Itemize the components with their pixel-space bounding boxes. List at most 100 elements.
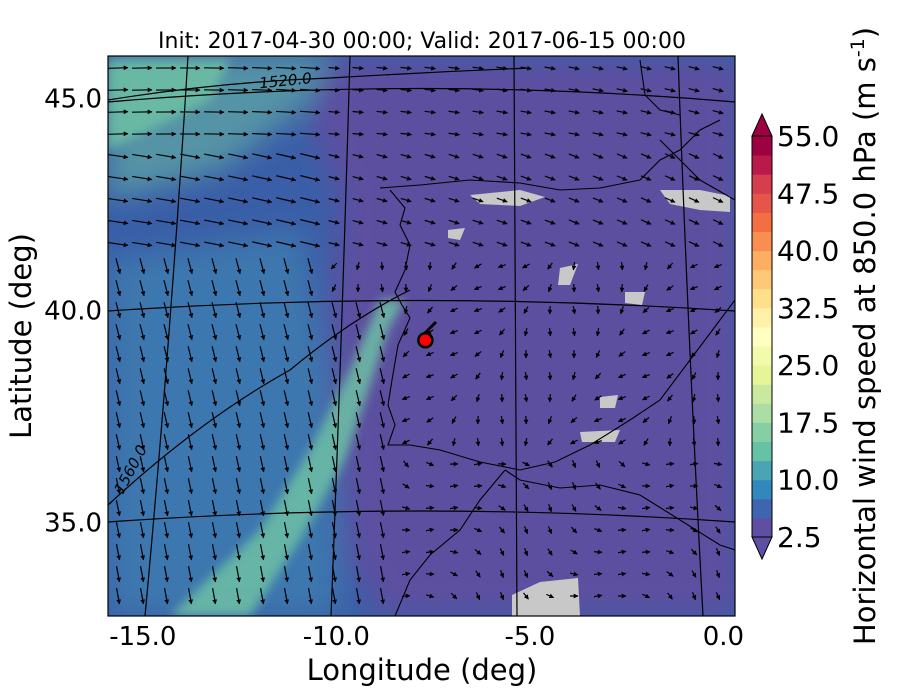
wind-vector-arrow <box>425 373 434 379</box>
colorbar-tick-label: 25.0 <box>777 349 839 382</box>
wind-vector-arrow <box>163 566 170 583</box>
colorbar-segment <box>752 155 772 175</box>
wind-vector-arrow <box>227 65 249 71</box>
colorbar-tick-label: 47.5 <box>777 177 839 210</box>
wind-vector-arrow <box>379 478 386 495</box>
wind-vector-arrow <box>544 109 556 115</box>
wind-vector-arrow <box>115 346 122 363</box>
africa-coastline <box>394 469 735 616</box>
wind-vector-arrow <box>472 197 484 203</box>
wind-vector-arrow <box>715 592 721 601</box>
wind-vector-arrow <box>328 65 340 71</box>
wind-vector-arrow <box>451 262 457 270</box>
wind-vector-arrow <box>472 153 484 159</box>
wind-vector-arrow <box>227 131 249 137</box>
wind-vector-arrow <box>473 285 482 291</box>
wind-vector-arrow <box>689 285 698 291</box>
wind-vector-arrow <box>376 131 388 137</box>
wind-vector-arrow <box>715 328 721 336</box>
wind-vector-arrow <box>259 280 266 297</box>
wind-vector-arrow <box>665 329 674 335</box>
wind-vector-arrow <box>180 197 201 204</box>
wind-vector-arrow <box>331 478 338 495</box>
wind-vector-arrow <box>211 390 218 407</box>
x-axis-label: Longitude (deg) <box>307 653 538 687</box>
wind-vector-arrow <box>688 175 700 181</box>
wind-vector-arrow <box>331 284 337 292</box>
wind-vector-arrow <box>379 522 386 539</box>
wind-vector-arrow <box>665 505 675 511</box>
wind-vector-arrow <box>252 241 273 248</box>
wind-vector-arrow <box>640 241 652 247</box>
wind-vector-arrow <box>712 87 724 93</box>
wind-vector-arrow <box>568 175 580 181</box>
wind-vector-arrow <box>497 263 506 269</box>
wind-vector-arrow <box>211 368 218 385</box>
wind-vector-arrow <box>568 131 580 137</box>
wind-vector-arrow <box>379 302 386 319</box>
wind-vector-arrow <box>616 241 628 247</box>
wind-vector-arrow <box>474 527 483 533</box>
wind-vector-arrow <box>595 327 601 337</box>
wind-vector-arrow <box>450 394 458 402</box>
wind-vector-arrow <box>523 526 529 535</box>
wind-vector-arrow <box>496 109 508 115</box>
wind-vector-arrow <box>235 258 242 275</box>
wind-vector-arrow <box>691 372 697 380</box>
wind-vector-arrow <box>640 219 652 225</box>
wind-vector-arrow <box>376 175 388 181</box>
colorbar-segment <box>752 307 772 328</box>
wind-vector-arrow <box>616 131 628 137</box>
wind-vector-arrow <box>331 434 338 451</box>
wind-vector-arrow <box>664 87 676 93</box>
wind-vector-arrow <box>252 153 273 160</box>
wind-vector-arrow <box>641 571 651 577</box>
wind-vector-arrow <box>523 504 529 512</box>
wind-vector-arrow <box>211 522 218 539</box>
wind-vector-arrow <box>402 460 410 468</box>
wind-vector-arrow <box>499 371 505 381</box>
wind-vector-arrow <box>450 571 458 577</box>
wind-vector-arrow <box>640 175 652 181</box>
wind-vector-arrow <box>275 109 297 115</box>
wind-vector-arrow <box>379 324 386 341</box>
wind-vector-arrow <box>618 439 626 445</box>
wind-vector-arrow <box>451 416 457 424</box>
wind-vector-arrow <box>300 153 321 160</box>
wind-vector-arrow <box>259 588 266 605</box>
colorbar-segment <box>752 403 772 423</box>
wind-vector-arrow <box>352 219 364 225</box>
wind-vector-arrow <box>499 548 505 556</box>
wind-vector-arrow <box>617 571 627 577</box>
wind-vector-arrow <box>283 544 290 561</box>
wind-vector-arrow <box>376 87 388 93</box>
wind-vector-arrow <box>522 482 530 490</box>
wind-vector-arrow <box>108 175 129 182</box>
wind-vector-arrow <box>666 373 674 379</box>
station-marker <box>417 331 434 349</box>
wind-vector-arrow <box>712 65 724 71</box>
wind-vector-arrow <box>547 460 553 468</box>
wind-vector-arrow <box>568 87 580 93</box>
wind-vector-arrow <box>300 175 321 182</box>
wind-vector-arrow <box>499 393 505 403</box>
wind-vector-arrow <box>688 131 700 137</box>
wind-vector-arrow <box>235 346 242 363</box>
wind-vector-arrow <box>424 175 436 181</box>
wind-vector-arrow <box>328 131 340 137</box>
wind-vector-arrow <box>714 285 722 291</box>
wind-vector-arrow <box>163 544 170 561</box>
missing-patch <box>625 292 645 305</box>
wind-vector-arrow <box>376 197 388 203</box>
wind-vector-arrow <box>425 351 434 357</box>
wind-vector-arrow <box>475 394 481 403</box>
wind-vector-arrow <box>665 483 675 489</box>
wind-vector-arrow <box>115 456 122 473</box>
wind-vector-arrow <box>259 346 266 363</box>
missing-patch <box>580 430 620 442</box>
wind-vector-arrow <box>616 87 628 93</box>
wind-vector-arrow <box>283 456 290 473</box>
wind-vector-arrow <box>163 412 170 429</box>
wind-vector-arrow <box>568 153 580 159</box>
wind-vector-arrow <box>640 197 652 203</box>
